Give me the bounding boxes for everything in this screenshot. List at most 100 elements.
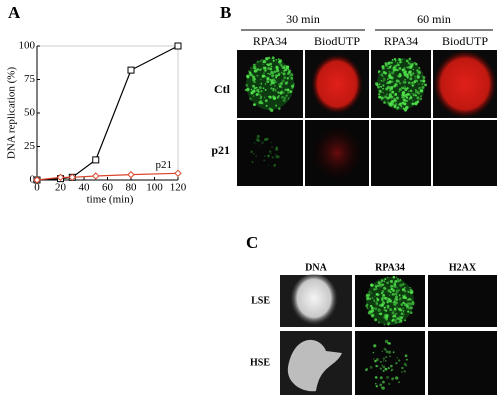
speckle	[375, 293, 379, 296]
speckle	[257, 91, 260, 94]
series-line	[36, 172, 179, 181]
speckle	[259, 60, 262, 63]
speckle	[379, 360, 382, 363]
speckle	[413, 80, 417, 83]
speckle	[414, 75, 416, 78]
speckle	[370, 309, 373, 312]
micrograph	[428, 331, 497, 395]
nucleus	[311, 125, 363, 181]
speckle	[265, 56, 269, 61]
marker	[174, 42, 182, 50]
speckle	[412, 72, 415, 75]
x-axis-label: time (min)	[87, 194, 134, 206]
speckle	[262, 60, 265, 63]
speckle	[285, 65, 289, 69]
speckle	[264, 138, 267, 142]
speckle	[263, 96, 266, 98]
y-tick-label: 100	[19, 40, 36, 52]
speckle	[378, 312, 381, 315]
speckle	[412, 93, 416, 97]
speckle	[381, 350, 383, 353]
y-tick-label: 50	[24, 107, 36, 119]
column-header: BiodUTP	[442, 34, 488, 48]
speckle	[377, 308, 381, 312]
speckle	[383, 303, 385, 306]
speckle	[253, 69, 257, 73]
speckle	[409, 311, 413, 315]
speckle	[394, 59, 397, 62]
speckle	[276, 95, 280, 99]
speckle	[393, 105, 397, 109]
speckle	[290, 73, 294, 77]
speckle	[390, 369, 393, 372]
speckle	[396, 357, 399, 359]
speckle	[369, 365, 373, 369]
speckle	[387, 85, 391, 89]
speckle	[275, 153, 277, 155]
speckle	[264, 88, 267, 91]
speckle	[396, 277, 399, 280]
speckle	[424, 83, 428, 87]
speckle	[383, 308, 386, 311]
marker	[92, 172, 100, 180]
speckle	[368, 292, 370, 294]
speckle	[394, 320, 398, 324]
speckle	[408, 97, 412, 100]
nucleus	[433, 50, 497, 118]
speckle	[406, 304, 409, 308]
speckle	[270, 71, 274, 75]
speckle	[407, 290, 410, 293]
speckle	[410, 83, 412, 86]
column-header: RPA34	[253, 34, 287, 48]
speckle	[383, 306, 386, 309]
speckle	[401, 93, 405, 97]
speckle	[406, 66, 408, 68]
speckle	[412, 95, 414, 97]
speckle	[256, 134, 260, 139]
speckle	[267, 56, 271, 60]
speckle	[409, 89, 413, 93]
speckle	[396, 62, 399, 64]
speckle	[395, 376, 399, 380]
speckle	[283, 96, 287, 100]
speckle	[381, 283, 384, 287]
speckle	[291, 87, 294, 90]
speckle	[384, 278, 387, 281]
speckle	[420, 79, 423, 82]
speckle	[269, 67, 273, 71]
speckle	[256, 68, 260, 71]
speckle	[398, 294, 401, 297]
speckle	[388, 382, 391, 386]
speckle	[261, 74, 265, 78]
speckle	[400, 86, 403, 89]
speckle	[421, 75, 423, 77]
speckle	[408, 81, 411, 85]
y-tick-label: 75	[24, 73, 36, 85]
speckle	[378, 95, 382, 99]
speckle	[271, 74, 275, 78]
speckle	[257, 91, 259, 93]
speckle	[282, 72, 286, 76]
speckle	[406, 60, 409, 62]
speckle	[386, 375, 390, 379]
speckle	[246, 88, 250, 92]
speckle	[382, 380, 385, 384]
speckle	[385, 349, 387, 351]
speckle	[398, 321, 400, 323]
speckle	[281, 65, 285, 70]
speckle	[398, 289, 400, 291]
speckle	[399, 279, 402, 282]
speckle	[422, 79, 425, 82]
speckle	[405, 296, 407, 298]
speckle	[376, 298, 380, 302]
speckle	[418, 83, 420, 85]
speckle	[408, 57, 412, 61]
speckle	[273, 70, 277, 73]
speckle	[404, 354, 408, 358]
speckle	[399, 102, 403, 106]
speckle	[256, 68, 259, 71]
speckle	[398, 307, 402, 311]
speckle	[411, 301, 415, 306]
column-header: RPA34	[375, 262, 405, 273]
speckle	[249, 67, 252, 69]
